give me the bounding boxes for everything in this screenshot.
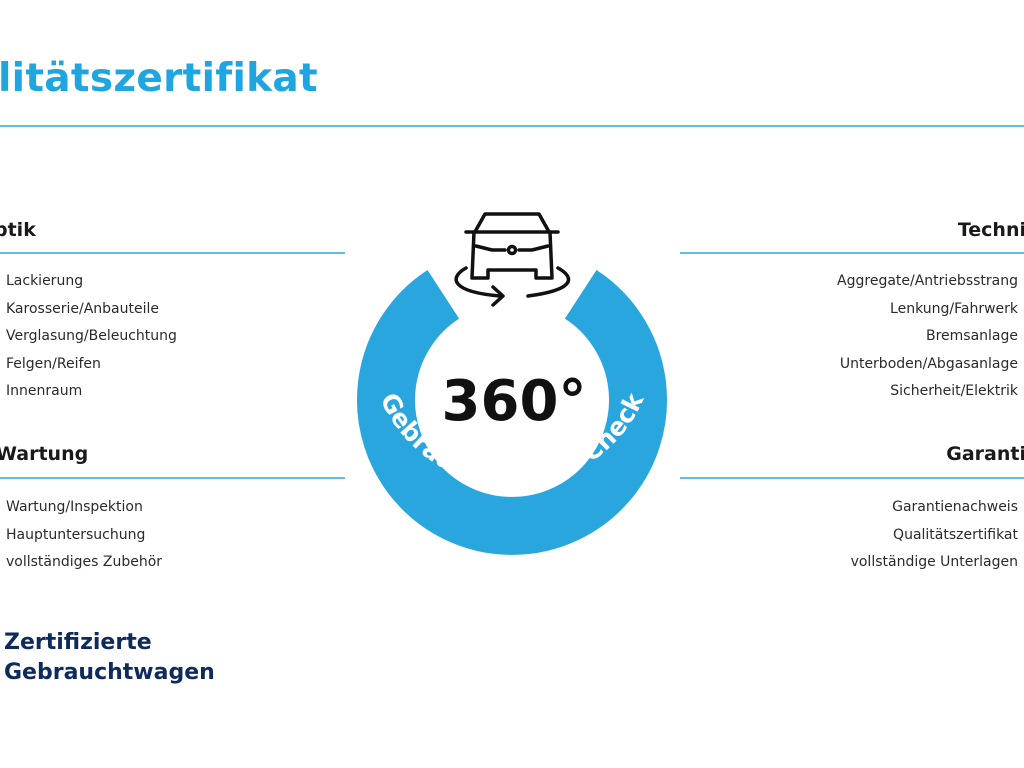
list-item: vollständiges Zubehör — [6, 554, 163, 570]
brand-line-1: Zertifizierte — [4, 630, 152, 655]
brand-line-2: Gebrauchtwagen — [4, 660, 215, 685]
optik-list: Lackierung Karosserie/Anbauteile Verglas… — [6, 268, 177, 406]
list-item: Garantienachweis — [892, 499, 1018, 515]
divider — [0, 252, 345, 254]
section-heading-technik: Techni — [957, 219, 1024, 241]
list-item: Qualitätszertifikat — [893, 526, 1018, 543]
list-item: Verglasung/Beleuchtung — [6, 328, 177, 344]
list-item: Lackierung — [6, 273, 84, 289]
badge-degrees: 360° — [442, 369, 587, 434]
wartung-list: Wartung/Inspektion Hauptuntersuchung vol… — [6, 494, 162, 577]
list-item: Hauptuntersuchung — [6, 526, 146, 543]
list-item: Felgen/Reifen — [6, 355, 101, 372]
list-item: Unterboden/Abgasanlage — [839, 355, 1018, 372]
page-title: litätszertifikat — [0, 56, 318, 101]
title-divider — [0, 125, 1024, 127]
section-heading-wartung: Wartung — [0, 443, 89, 465]
divider — [680, 252, 1024, 254]
list-item: Karosserie/Anbauteile — [6, 300, 159, 317]
technik-list: Aggregate/Antriebsstrang Lenkung/Fahrwer… — [837, 268, 1018, 406]
badge-ring — [357, 270, 667, 555]
list-item: Sicherheit/Elektrik — [890, 383, 1018, 399]
list-item: Bremsanlage — [925, 328, 1018, 344]
list-item: vollständige Unterlagen — [850, 554, 1018, 570]
car-rotate-icon — [454, 212, 571, 307]
list-item: Lenkung/Fahrwerk — [890, 300, 1018, 317]
list-item: Innenraum — [6, 383, 83, 399]
section-heading-garantie: Garanti — [946, 443, 1024, 465]
list-item: Aggregate/Antriebsstrang — [837, 273, 1018, 289]
divider — [0, 477, 345, 479]
garantie-list: Garantienachweis Qualitätszertifikat vol… — [851, 494, 1018, 577]
section-heading-optik: ptik — [0, 219, 36, 241]
brand-logo-text: Zertifizierte Gebrauchtwagen — [4, 628, 215, 688]
divider — [680, 477, 1024, 479]
list-item: Wartung/Inspektion — [6, 499, 143, 515]
